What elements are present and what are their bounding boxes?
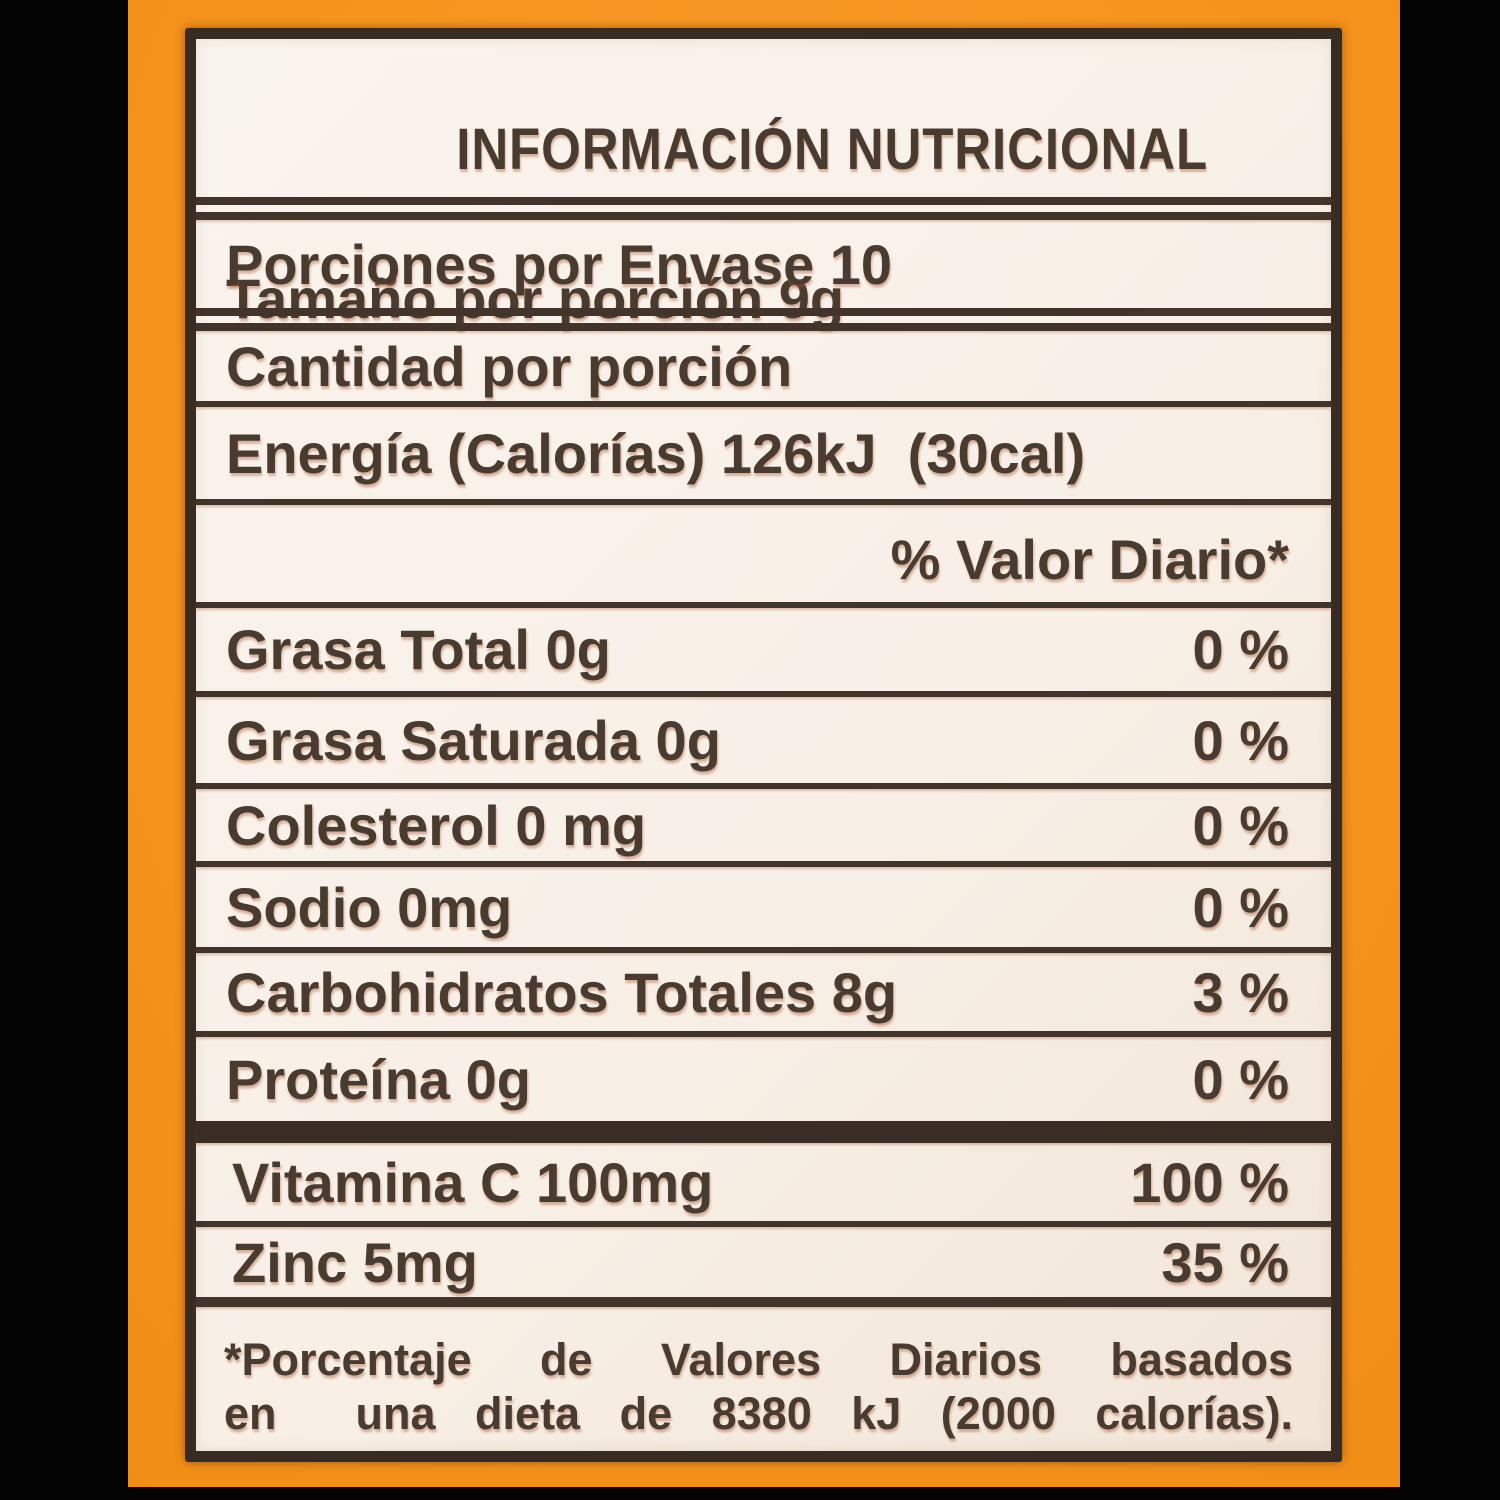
- micronutrient-row: Zinc 5mg 35 %: [196, 1227, 1331, 1297]
- nutrient-row: Grasa Saturada 0g 0 %: [196, 697, 1331, 783]
- label-title: INFORMACIÓN NUTRICIONAL: [456, 117, 1208, 182]
- row-divider: [196, 1031, 1331, 1037]
- daily-value-header: % Valor Diario*: [890, 528, 1289, 591]
- section-divider: [196, 308, 1331, 331]
- micronutrient-daily-value: 100 %: [1130, 1150, 1289, 1214]
- amount-per-serving-row: Cantidad por porción: [196, 331, 1331, 401]
- servings-per-container-text: Porciones por Envase 10: [226, 232, 893, 296]
- footnote-line-2: en una dieta de 8380 kJ (2000 calorías).: [224, 1388, 1293, 1439]
- right-black-bar: [1400, 0, 1500, 1500]
- row-divider: [196, 499, 1331, 505]
- energy-row: Energía (Calorías) 126kJ (30cal): [196, 407, 1331, 499]
- row-divider: [196, 602, 1331, 608]
- nutrient-name: Grasa Saturada 0g: [226, 708, 721, 772]
- bottom-black-strip: [0, 1487, 1500, 1500]
- nutrient-row: Grasa Total 0g 0 %: [196, 608, 1331, 691]
- nutrient-row: Sodio 0mg 0 %: [196, 867, 1331, 947]
- row-divider: [196, 947, 1331, 953]
- thick-section-divider: [196, 1121, 1331, 1143]
- nutrient-row: Proteína 0g 0 %: [196, 1037, 1331, 1121]
- nutrient-row: Carbohidratos Totales 8g 3 %: [196, 953, 1331, 1031]
- footnote-line-1: *Porcentaje de Valores Diarios basados: [224, 1334, 1293, 1385]
- row-divider: [196, 1297, 1331, 1307]
- micronutrient-row: Vitamina C 100mg 100 %: [196, 1143, 1331, 1221]
- micronutrient-name: Vitamina C 100mg: [232, 1150, 714, 1214]
- nutrient-row: Colesterol 0 mg 0 %: [196, 789, 1331, 861]
- amount-per-serving-text: Cantidad por porción: [226, 334, 793, 398]
- header-section: INFORMACIÓN NUTRICIONAL Tamaño por porci…: [196, 39, 1331, 330]
- row-divider: [196, 401, 1331, 407]
- energy-text: Energía (Calorías) 126kJ (30cal): [226, 421, 1086, 485]
- nutrient-daily-value: 0 %: [1192, 708, 1290, 772]
- row-divider: [196, 861, 1331, 867]
- micronutrient-daily-value: 35 %: [1161, 1230, 1289, 1294]
- nutrient-daily-value: 0 %: [1192, 618, 1290, 681]
- nutrient-name: Carbohidratos Totales 8g: [226, 960, 898, 1024]
- nutrient-name: Colesterol 0 mg: [226, 793, 647, 857]
- row-divider: [196, 1221, 1331, 1227]
- left-black-bar: [0, 0, 128, 1500]
- footnote: *Porcentaje de Valores Diarios basados e…: [196, 1307, 1331, 1451]
- row-divider: [196, 783, 1331, 789]
- nutrient-daily-value: 0 %: [1192, 793, 1290, 857]
- nutrition-facts-label: INFORMACIÓN NUTRICIONAL Tamaño por porci…: [185, 28, 1342, 1462]
- nutrient-daily-value: 3 %: [1192, 960, 1290, 1024]
- micronutrient-name: Zinc 5mg: [232, 1230, 478, 1294]
- nutrient-daily-value: 0 %: [1192, 1047, 1290, 1111]
- servings-section: Porciones por Envase 10: [196, 220, 1331, 308]
- nutrient-name: Grasa Total 0g: [226, 618, 611, 681]
- nutrient-name: Sodio 0mg: [226, 875, 513, 939]
- section-divider: [196, 197, 1331, 220]
- row-divider: [196, 691, 1331, 697]
- nutrient-name: Proteína 0g: [226, 1047, 531, 1111]
- nutrient-daily-value: 0 %: [1192, 875, 1290, 939]
